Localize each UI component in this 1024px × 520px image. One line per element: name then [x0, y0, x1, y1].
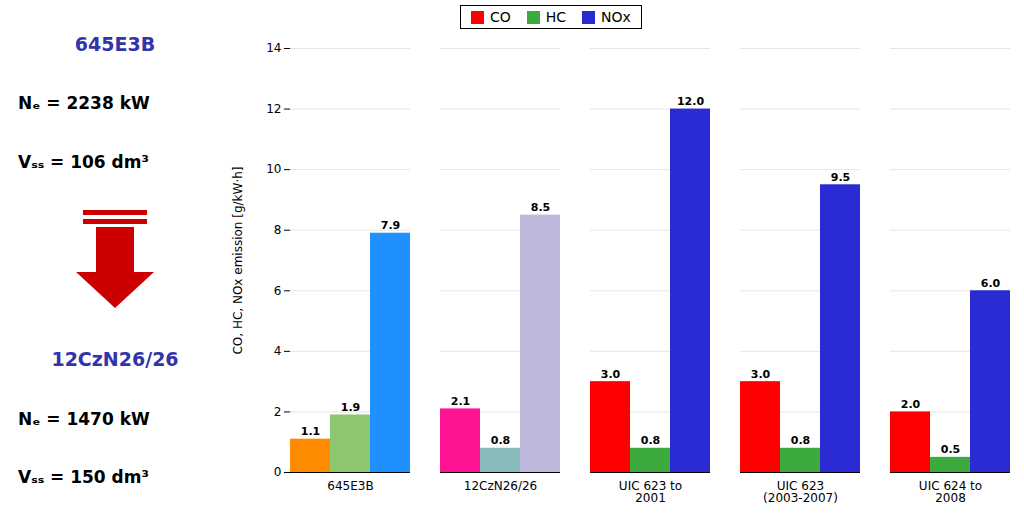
svg-text:0.8: 0.8	[491, 434, 511, 447]
svg-text:8.5: 8.5	[531, 201, 551, 214]
svg-text:1.1: 1.1	[301, 425, 321, 438]
svg-text:9.5: 9.5	[831, 171, 851, 184]
svg-text:2: 2	[274, 405, 282, 419]
svg-text:2.0: 2.0	[901, 398, 921, 411]
html-text:645E3B: 645E3B	[74, 33, 156, 56]
html-text:Vₛₛ = 106 dm³: Vₛₛ = 106 dm³	[18, 151, 149, 172]
svg-text:14: 14	[266, 41, 281, 55]
html-text:12CzN26/26: 12CzN26/26	[51, 348, 179, 371]
html-text:Vₛₛ = 150 dm³: Vₛₛ = 150 dm³	[18, 466, 149, 487]
svg-text:0.8: 0.8	[791, 434, 811, 447]
svg-text:12: 12	[266, 102, 281, 116]
svg-text:CO, HC, NOx emission [g/kW·h]: CO, HC, NOx emission [g/kW·h]	[231, 166, 245, 354]
svg-text:0.8: 0.8	[641, 434, 661, 447]
svg-text:645E3B: 645E3B	[327, 479, 373, 493]
svg-text:UIC 624 to2008: UIC 624 to2008	[919, 479, 982, 505]
svg-text:4: 4	[274, 344, 282, 358]
svg-text:3.0: 3.0	[601, 368, 621, 381]
html-text:CO: CO	[490, 9, 511, 25]
svg-text:0.5: 0.5	[941, 443, 961, 456]
svg-text:6.0: 6.0	[981, 277, 1001, 290]
svg-text:12.0: 12.0	[677, 95, 704, 108]
svg-text:0: 0	[274, 465, 282, 479]
svg-text:10: 10	[266, 162, 281, 176]
html-text:HC: HC	[545, 9, 567, 25]
html-text:NOx: NOx	[601, 9, 631, 25]
svg-text:7.9: 7.9	[381, 219, 401, 232]
svg-text:1.9: 1.9	[341, 401, 361, 414]
svg-text:2.1: 2.1	[451, 395, 471, 408]
svg-text:8: 8	[274, 223, 282, 237]
svg-text:UIC 623 to2001: UIC 623 to2001	[619, 479, 682, 505]
svg-text:6: 6	[274, 284, 282, 298]
html-text:Nₑ = 1470 kW: Nₑ = 1470 kW	[18, 408, 150, 429]
html-text:Nₑ = 2238 kW: Nₑ = 2238 kW	[18, 93, 150, 114]
svg-text:3.0: 3.0	[751, 368, 771, 381]
svg-text:12CzN26/26: 12CzN26/26	[464, 479, 538, 493]
svg-text:UIC 623(2003-2007): UIC 623(2003-2007)	[763, 479, 838, 505]
